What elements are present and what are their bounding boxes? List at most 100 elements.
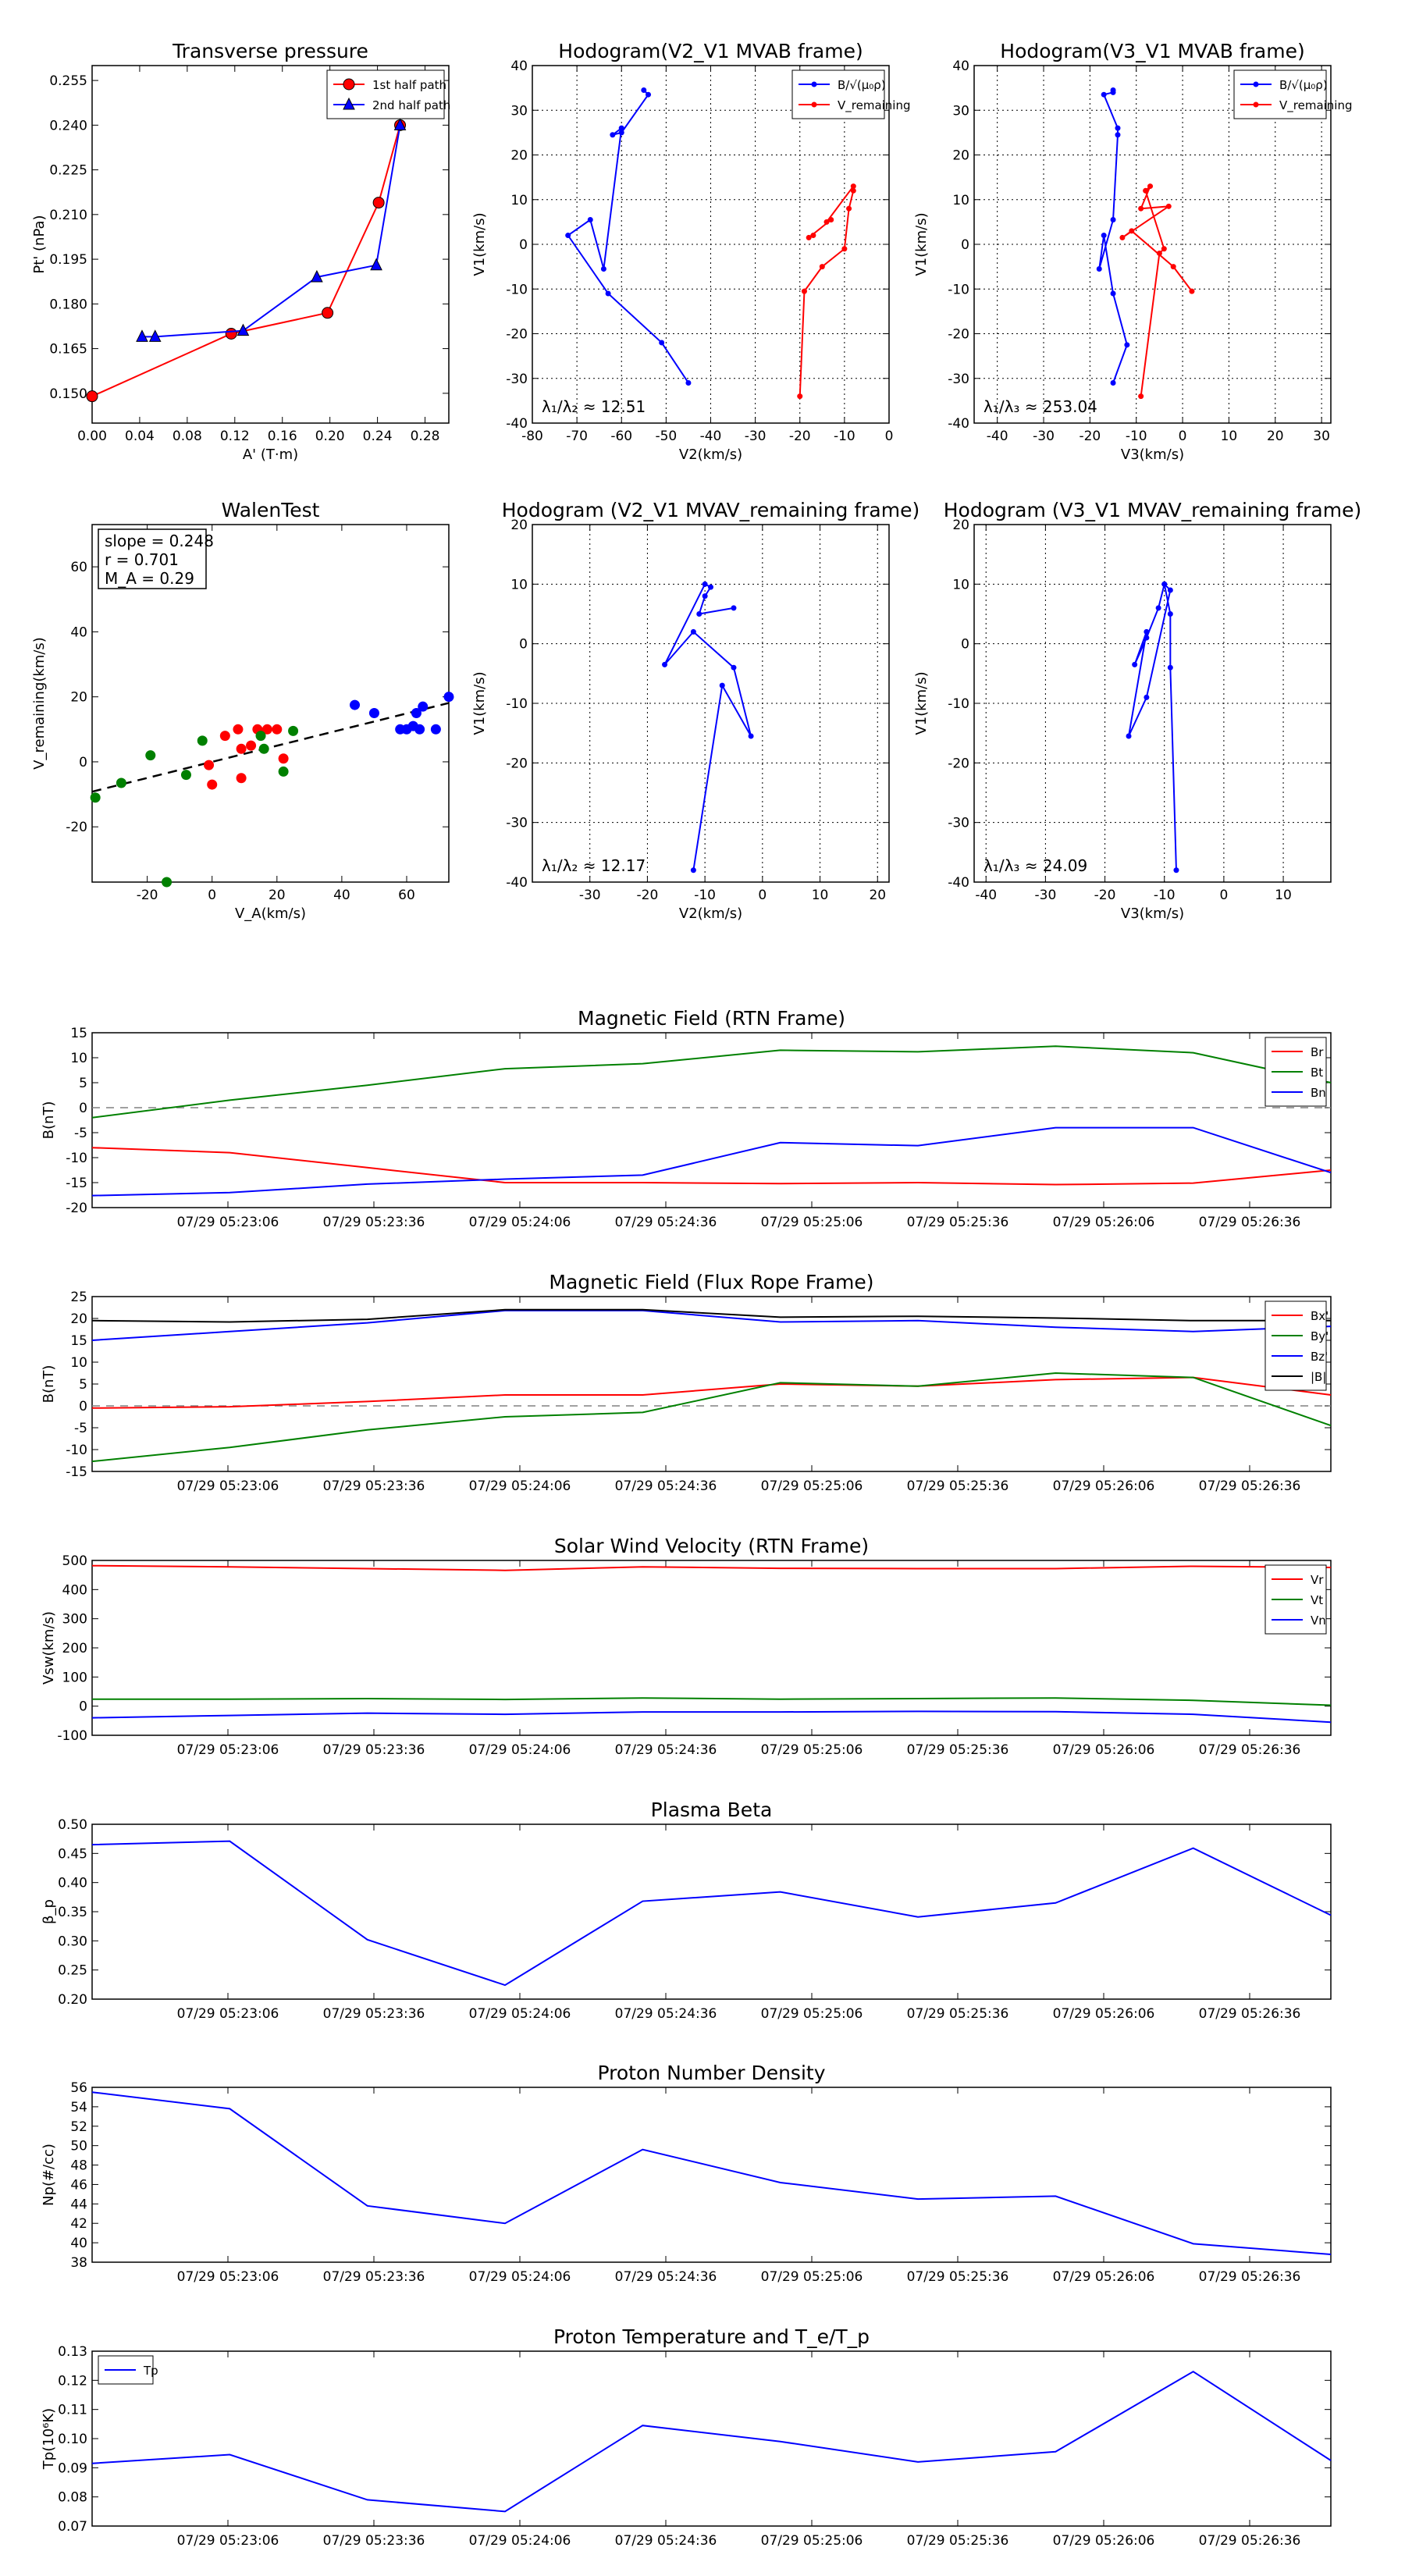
time-tick-label: 07/29 05:26:06 xyxy=(1053,1742,1155,1758)
data-point xyxy=(1101,233,1107,239)
series-line-beta xyxy=(91,1840,1332,1987)
y-tick-label: 0 xyxy=(961,237,969,253)
series-line-B xyxy=(1128,583,1177,870)
series-line-Br xyxy=(91,1147,1332,1186)
series-line-Vr xyxy=(91,1564,1332,1571)
data-point xyxy=(1144,635,1150,641)
data-point xyxy=(86,390,98,403)
y-tick-label: 15 xyxy=(70,1026,87,1041)
data-point-green xyxy=(197,735,208,746)
data-point xyxy=(1167,664,1173,671)
y-tick-label: 0 xyxy=(961,637,969,653)
x-tick-label: -10 xyxy=(1126,429,1147,444)
y-tick-label: 500 xyxy=(62,1553,87,1569)
y-tick-label: -20 xyxy=(506,327,528,343)
y-tick-label: 20 xyxy=(70,1311,87,1327)
time-tick-label: 07/29 05:25:36 xyxy=(907,2006,1009,2022)
time-tick-label: 07/29 05:23:06 xyxy=(177,2006,279,2022)
axes-frame xyxy=(91,1296,1332,1472)
legend-label: 2nd half path xyxy=(372,98,450,112)
data-point xyxy=(393,118,407,130)
y-tick-label: 30 xyxy=(952,103,969,119)
data-point-red xyxy=(236,773,247,784)
time-tick-label: 07/29 05:23:06 xyxy=(177,1215,279,1230)
series-line-Vt xyxy=(92,1697,1332,1706)
y-tick-label: 0.180 xyxy=(49,297,87,312)
x-tick-label: -20 xyxy=(789,429,811,444)
data-point xyxy=(823,219,830,225)
y-tick-label: 100 xyxy=(62,1670,87,1685)
y-tick-label: 48 xyxy=(70,2158,87,2174)
chart-title: Proton Temperature and T_e/T_p xyxy=(553,2325,870,2348)
data-point xyxy=(846,205,852,212)
time-tick-label: 07/29 05:24:36 xyxy=(615,1478,717,1494)
data-point xyxy=(1110,217,1116,223)
y-tick-label: 0 xyxy=(79,1101,87,1116)
time-tick-label: 07/29 05:23:36 xyxy=(323,1478,425,1494)
y-axis-label: β_p xyxy=(41,1899,57,1924)
series-line-Tp xyxy=(91,2370,1332,2513)
time-tick-label: 07/29 05:23:36 xyxy=(323,1215,425,1230)
data-point xyxy=(731,605,737,611)
data-point xyxy=(850,183,856,190)
data-point xyxy=(370,258,382,271)
x-axis-label: V2(km/s) xyxy=(679,447,742,463)
time-tick-label: 07/29 05:26:36 xyxy=(1199,2533,1301,2549)
data-point-red xyxy=(219,731,230,742)
y-tick-label: 0.40 xyxy=(58,1876,87,1891)
data-point-blue xyxy=(368,707,379,718)
chart-title: Hodogram(V2_V1 MVAB frame) xyxy=(558,40,863,62)
data-point xyxy=(702,593,708,600)
data-point xyxy=(610,132,616,138)
time-tick-label: 07/29 05:23:36 xyxy=(323,2269,425,2285)
time-tick-label: 07/29 05:24:06 xyxy=(469,2269,571,2285)
data-point xyxy=(1110,87,1116,93)
y-tick-label: 5 xyxy=(79,1076,87,1091)
time-tick-label: 07/29 05:23:36 xyxy=(323,2006,425,2022)
legend-label: Tp xyxy=(143,2364,158,2378)
x-tick-label: 10 xyxy=(1275,888,1292,903)
y-tick-label: 0.255 xyxy=(49,73,87,89)
data-point xyxy=(797,393,803,400)
axes-frame xyxy=(91,2087,1332,2263)
x-tick-label: -60 xyxy=(610,429,632,444)
y-tick-label: 20 xyxy=(70,690,87,706)
chart-tp: 0.07 0.08 0.09 0.10 0.11 0.12 0.13 Proton Tempe… xyxy=(41,2325,1332,2549)
series-line-Np xyxy=(91,2091,1332,2256)
time-tick-label: 07/29 05:23:36 xyxy=(323,2533,425,2549)
data-point-red xyxy=(233,724,244,735)
y-tick-label: -30 xyxy=(948,816,969,831)
y-tick-label: 400 xyxy=(62,1582,87,1598)
y-tick-label: 0.240 xyxy=(49,118,87,133)
y-tick-label: 15 xyxy=(70,1333,87,1349)
y-tick-label: 0.20 xyxy=(58,1992,87,2008)
time-tick-label: 07/29 05:25:36 xyxy=(907,1478,1009,1494)
chart-title: Hodogram (V3_V1 MVAV_remaining frame) xyxy=(944,499,1362,521)
chart-title: Hodogram(V3_V1 MVAB frame) xyxy=(1000,40,1304,62)
time-tick-label: 07/29 05:26:36 xyxy=(1199,1742,1301,1758)
data-point xyxy=(148,329,162,342)
y-tick-label: -15 xyxy=(66,1464,87,1480)
y-tick-label: -40 xyxy=(948,416,969,432)
y-tick-label: -10 xyxy=(66,1151,87,1166)
y-tick-label: 38 xyxy=(70,2255,87,2271)
series-line-Vn xyxy=(91,1710,1332,1724)
data-point xyxy=(685,379,692,386)
chart-hodo12: -40 -30 -20 -10 0 10 20 30 40 -80 -70 -60 -50 -40 -30 -… xyxy=(471,40,911,463)
time-tick-label: 07/29 05:25:36 xyxy=(907,1742,1009,1758)
legend-label: B/√(μ₀ρ) xyxy=(838,78,886,92)
y-tick-label: -15 xyxy=(66,1176,87,1191)
stats-box xyxy=(98,528,207,589)
x-axis-label: V2(km/s) xyxy=(679,906,742,922)
legend-marker xyxy=(343,78,355,91)
y-tick-label: -40 xyxy=(948,875,969,891)
y-tick-label: 40 xyxy=(70,624,87,640)
y-tick-label: 0 xyxy=(79,1699,87,1715)
y-tick-label: 40 xyxy=(510,59,528,74)
data-point xyxy=(708,584,713,590)
x-tick-label: -40 xyxy=(700,429,722,444)
fit-line xyxy=(91,702,450,793)
axes-frame xyxy=(91,65,450,424)
series-line-V_remaining xyxy=(1122,185,1193,397)
